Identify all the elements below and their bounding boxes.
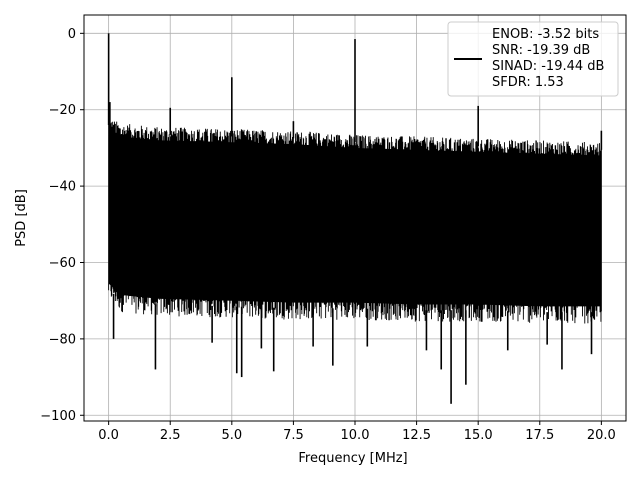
legend-box [447, 21, 619, 97]
legend-line-sinad: SINAD: -19.44 dB [492, 59, 604, 74]
x-tick-label: 15.0 [464, 428, 493, 443]
y-tick-label: −20 [49, 103, 76, 118]
x-axis-label: Frequency [MHz] [298, 451, 407, 466]
y-tick-label: 0 [68, 27, 76, 42]
x-tick-label: 17.5 [525, 428, 554, 443]
x-tick-label: 0.0 [98, 428, 119, 443]
y-tick-label: −40 [49, 180, 76, 195]
x-axis: 0.0 2.5 5.0 7.5 10.0 12.5 15.0 17.5 20.0 [98, 421, 616, 443]
x-tick-label: 12.5 [402, 428, 431, 443]
x-tick-label: 2.5 [160, 428, 181, 443]
x-tick-label: 7.5 [283, 428, 304, 443]
y-tick-label: −60 [49, 256, 76, 271]
x-tick-label: 5.0 [221, 428, 242, 443]
x-tick-label: 10.0 [341, 428, 370, 443]
legend-line-sfdr: SFDR: 1.53 [492, 75, 564, 90]
psd-trace [108, 121, 602, 324]
legend: ENOB: -3.52 bits SNR: -19.39 dB SINAD: -… [447, 21, 619, 97]
y-tick-label: −80 [49, 332, 76, 347]
legend-line-snr: SNR: -19.39 dB [492, 43, 590, 58]
x-tick-label: 20.0 [587, 428, 616, 443]
y-tick-label: −100 [40, 409, 76, 424]
legend-line-enob: ENOB: -3.52 bits [492, 27, 599, 42]
y-axis-label: PSD [dB] [14, 189, 29, 247]
psd-series [107, 33, 603, 404]
y-axis: 0 −20 −40 −60 −80 −100 [40, 27, 84, 424]
